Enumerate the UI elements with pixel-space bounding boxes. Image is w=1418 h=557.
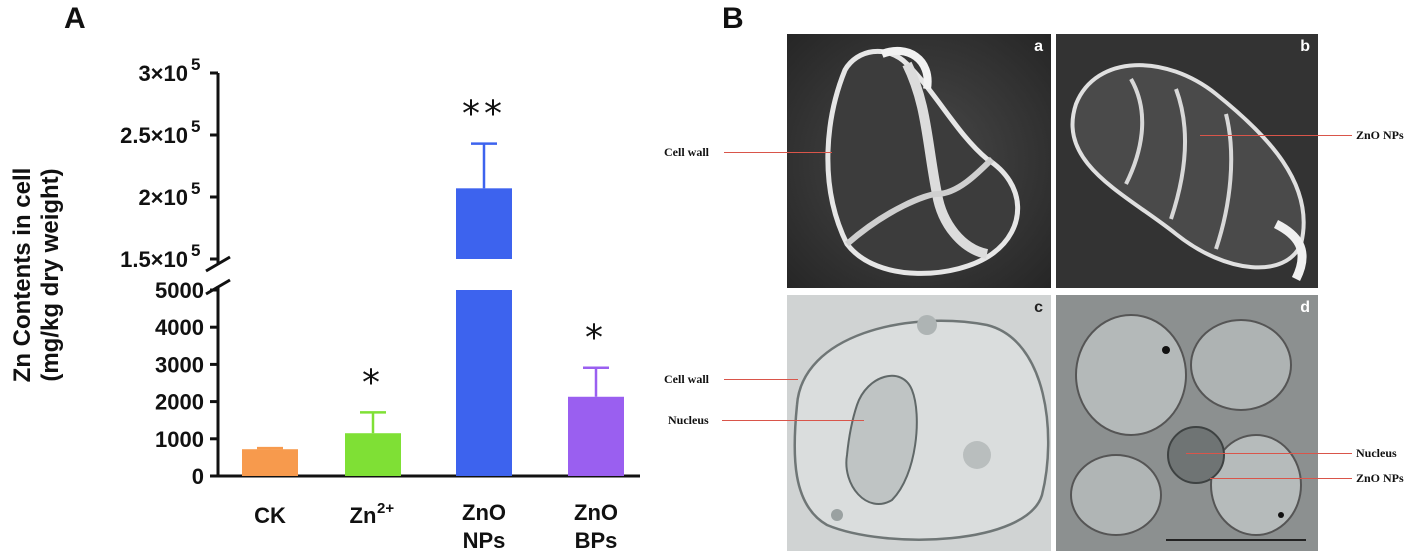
y-axis-title-line: Zn Contents in cell <box>9 168 36 383</box>
y-tick-exponent: 5 <box>191 117 200 136</box>
annotation-d-zno: ZnO NPs <box>1356 471 1404 485</box>
micrograph-c-image <box>787 295 1051 551</box>
annotation-c-cell-wall-line <box>724 379 798 380</box>
micrograph-d-image <box>1056 295 1318 551</box>
y-tick-label: 0 <box>192 464 204 489</box>
y-tick-label: 2000 <box>155 390 204 415</box>
micrograph-d: d <box>1056 295 1318 551</box>
significance-marker: * <box>362 362 384 403</box>
zn-content-bar-chart: Zn Contents in cell (mg/kg dry weight) 0 1… <box>9 55 640 553</box>
y-tick-label: 3000 <box>155 352 204 377</box>
micrograph-b-letter: b <box>1300 38 1310 55</box>
x-tick-label: Zn <box>350 503 377 528</box>
y-tick-label: 4000 <box>155 315 204 340</box>
annotation-d-nucleus-line <box>1186 453 1352 454</box>
x-tick-label: BPs <box>575 528 618 553</box>
micrograph-d-letter: d <box>1300 299 1310 316</box>
micrograph-b-image <box>1056 34 1318 288</box>
annotation-c-cell-wall: Cell wall <box>664 372 709 386</box>
y-tick-label: 2×10 <box>138 185 188 210</box>
y-axis-label: Zn Contents in cell (mg/kg dry weight) <box>9 168 64 383</box>
bars: **** <box>242 94 624 476</box>
micrograph-c-letter: c <box>1034 299 1043 316</box>
x-axis-labels: CK Zn 2+ ZnO NPs ZnO BPs <box>254 500 618 553</box>
y-tick-label: 3×10 <box>138 61 188 86</box>
x-tick-label: ZnO <box>462 500 506 525</box>
annotation-d-nucleus: Nucleus <box>1356 446 1397 460</box>
y-tick-label: 1.5×10 <box>120 247 188 272</box>
y-tick-label: 2.5×10 <box>120 123 188 148</box>
bar <box>345 433 401 476</box>
annotation-a-cell-wall-line <box>724 152 832 153</box>
x-tick-label: ZnO <box>574 500 618 525</box>
annotation-b-zno-line <box>1200 135 1352 136</box>
micrograph-b: b <box>1056 34 1318 288</box>
annotation-c-nucleus-line <box>722 420 864 421</box>
micrograph-a: a <box>787 34 1051 288</box>
micrograph-a-letter: a <box>1034 38 1043 55</box>
y-tick-label: 1000 <box>155 427 204 452</box>
annotation-b-zno: ZnO NPs <box>1356 128 1404 142</box>
bar <box>568 396 624 476</box>
significance-marker: ** <box>462 94 506 135</box>
y-tick-label: 5000 <box>155 278 204 303</box>
x-tick-label: NPs <box>463 528 506 553</box>
annotation-c-nucleus: Nucleus <box>668 413 709 427</box>
panel-b-label: B <box>722 2 744 35</box>
micrograph-c: c <box>787 295 1051 551</box>
bar <box>456 290 512 476</box>
x-tick-label: CK <box>254 503 286 528</box>
y-axis-title-line: (mg/kg dry weight) <box>37 168 64 381</box>
panel-a-label: A <box>64 2 86 35</box>
significance-marker: * <box>585 318 607 359</box>
annotation-d-zno-line <box>1210 478 1352 479</box>
bar-upper-segment <box>456 188 512 259</box>
y-tick-exponent: 5 <box>191 179 200 198</box>
axis-break-mark <box>205 255 231 273</box>
axis-break-mark <box>205 278 231 296</box>
y-tick-exponent: 5 <box>191 241 200 260</box>
annotation-a-cell-wall: Cell wall <box>664 145 709 159</box>
bar <box>242 449 298 476</box>
micrograph-a-image <box>787 34 1051 288</box>
x-tick-label-superscript: 2+ <box>377 500 394 517</box>
y-tick-exponent: 5 <box>191 55 200 74</box>
